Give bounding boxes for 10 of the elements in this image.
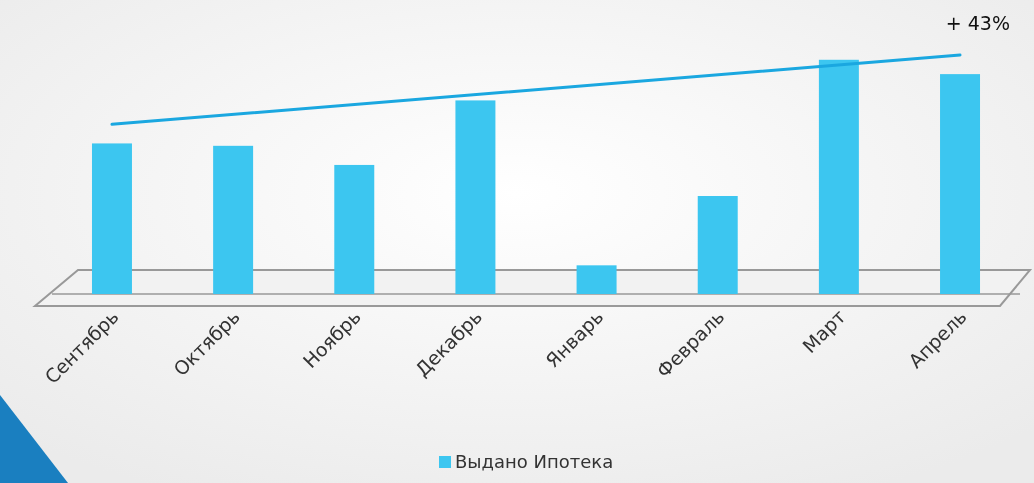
bar: [455, 100, 496, 294]
text: + 43%: [945, 12, 1010, 34]
bar: [818, 59, 859, 294]
bar: [697, 196, 738, 294]
bar: [940, 74, 981, 294]
bar: [576, 265, 617, 294]
bar: [213, 145, 254, 294]
bar: [91, 143, 132, 294]
bar: [334, 164, 375, 294]
legend-label: Выдано Ипотека: [455, 451, 614, 472]
